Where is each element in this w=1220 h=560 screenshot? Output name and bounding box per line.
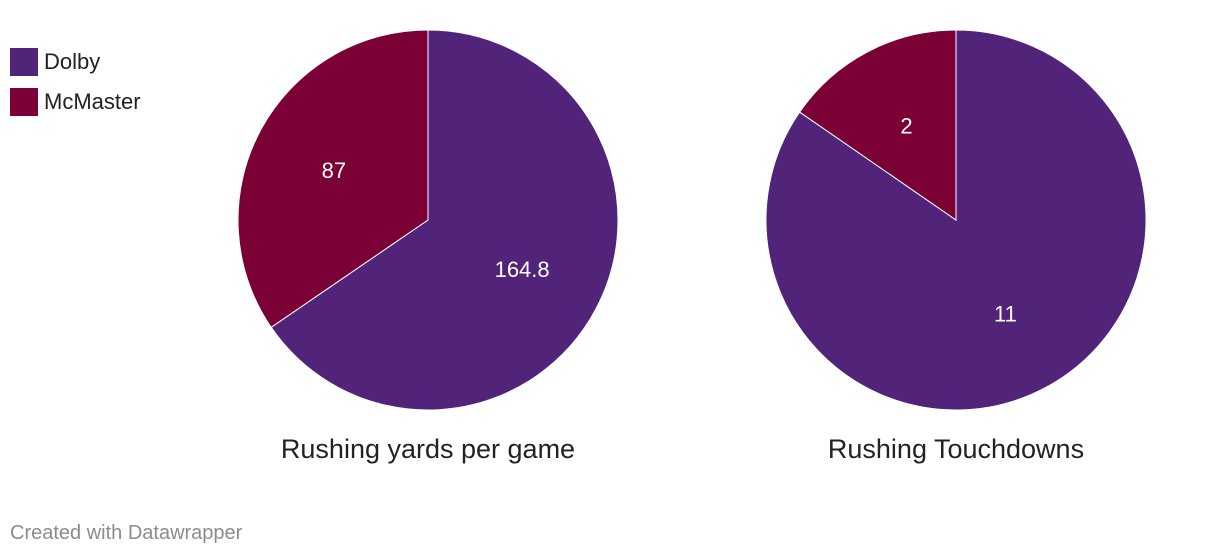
- pie-slice-dolby: [270, 29, 619, 411]
- slice-value-label-mcmaster: 2: [900, 113, 912, 138]
- legend-label-mcmaster: McMaster: [44, 89, 141, 114]
- pie-slice-mcmaster: [237, 29, 429, 328]
- slice-value-label-dolby: 11: [994, 302, 1017, 327]
- legend: Dolby McMaster: [10, 42, 141, 122]
- legend-item-mcmaster: McMaster: [10, 82, 141, 122]
- credit-text: Created with Datawrapper: [10, 522, 243, 544]
- pie-title: Rushing Touchdowns: [828, 434, 1084, 464]
- pie-charts: 164.8 87 Rushing yards per game 11 2 Rushing …: [237, 29, 1147, 464]
- pie-chart-rushing-yards-per-game: 164.8 87 Rushing yards per game: [237, 29, 619, 464]
- slice-value-label-dolby: 164.8: [495, 257, 550, 282]
- pie-chart-rushing-touchdowns: 11 2 Rushing Touchdowns: [765, 29, 1147, 464]
- legend-swatch-mcmaster: [10, 88, 38, 116]
- legend-label-dolby: Dolby: [44, 49, 101, 74]
- slice-value-label-mcmaster: 87: [322, 158, 346, 183]
- pie-title: Rushing yards per game: [281, 434, 575, 464]
- legend-item-dolby: Dolby: [10, 42, 141, 82]
- pie-slice-mcmaster: [798, 29, 957, 221]
- legend-swatch-dolby: [10, 48, 38, 76]
